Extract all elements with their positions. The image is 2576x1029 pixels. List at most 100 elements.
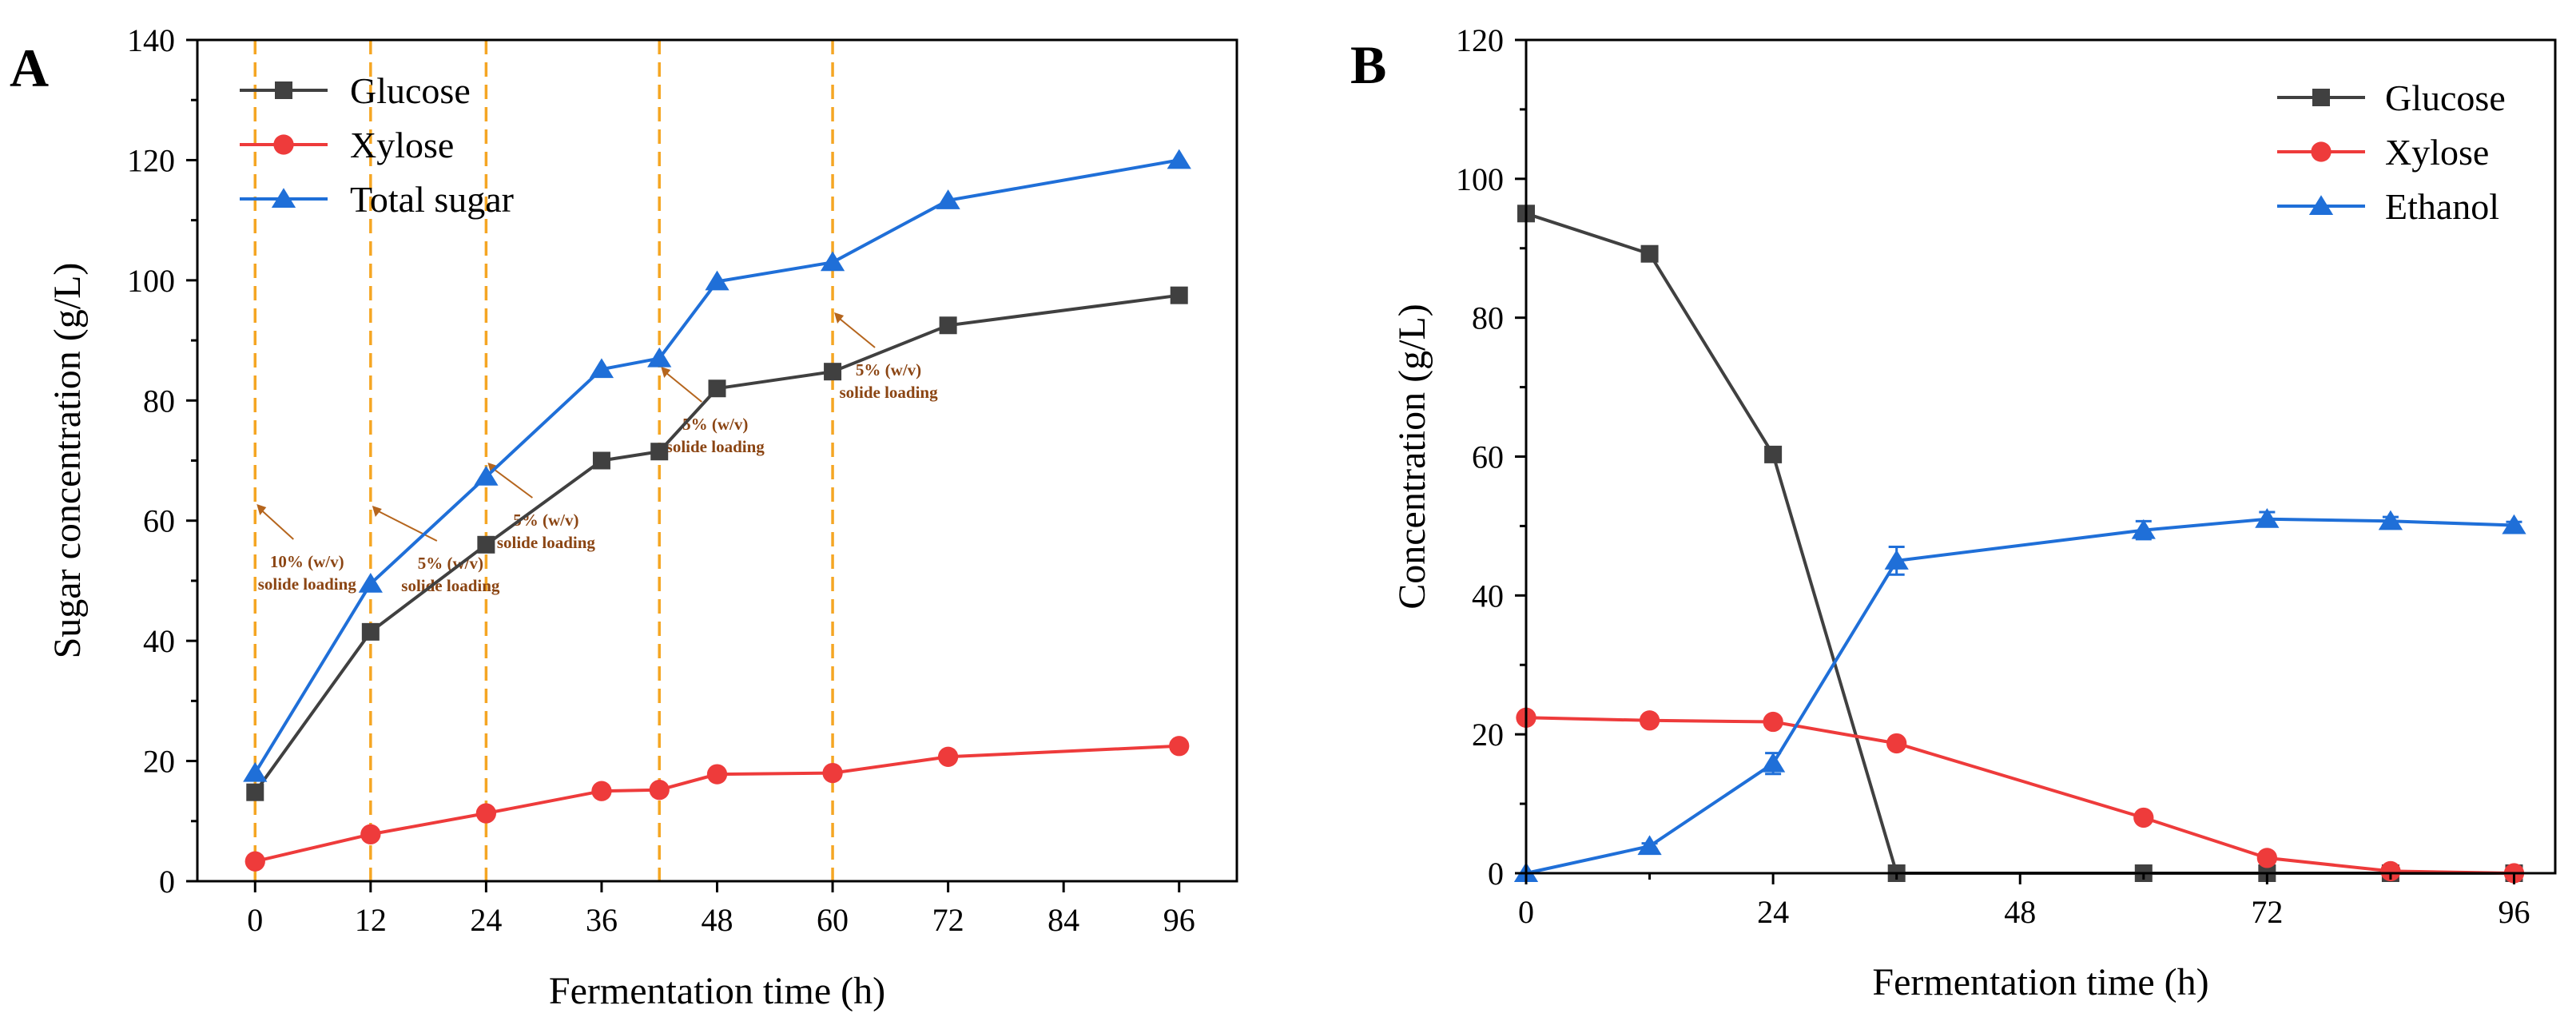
data-point-glucose [361,622,380,641]
y-tick-label: 40 [1472,578,1504,614]
annotation-line2: solide loading [258,574,357,594]
panel-letter: A [10,38,49,98]
data-point-glucose [708,379,726,398]
legend-marker-glucose [2312,89,2330,106]
y-tick-label: 20 [1472,717,1504,753]
data-point-xylose [2380,860,2401,882]
legend-label-xylose: Xylose [2385,132,2489,173]
data-point-glucose [824,363,842,381]
x-tick-label: 72 [2251,894,2283,930]
annotation-arrow [373,508,438,542]
y-tick-label: 80 [1472,300,1504,336]
y-tick-label: 40 [143,623,175,659]
data-point-xylose [1763,711,1783,733]
annotation-line1: 5% (w/v) [682,415,748,434]
legend-marker-total-sugar [271,188,296,208]
x-axis-title: Fermentation time (h) [549,970,885,1012]
data-point-xylose [244,851,265,872]
annotation-arrowhead [834,312,845,324]
data-point-xylose [649,780,670,801]
annotation-line1: 5% (w/v) [513,511,578,530]
series-line-glucose [1525,212,2514,875]
legend-label-total-sugar: Total sugar [350,179,514,220]
chart-panel-b: B 0 24 48 72 96 0 20 40 60 80 100 120 Fermentation ti… [1350,22,2557,1003]
data-point-ethanol [2502,514,2526,534]
legend-marker-glucose [275,81,292,99]
annotation-arrow [488,465,533,499]
chart-panel-a: A 10% (w/v) solide loading 5% (w/v) solide l… [10,22,1238,1012]
legend-marker-xylose [2311,141,2332,162]
data-point-glucose [592,451,610,470]
data-point-glucose [1170,286,1188,304]
data-point-glucose [477,535,495,554]
data-point-total-sugar [358,572,383,593]
legend-marker-xylose [273,134,294,155]
y-tick-label: 140 [127,22,175,58]
x-tick-label: 48 [702,902,733,938]
y-axis-title: Concentration (g/L) [1391,304,1433,610]
data-point-glucose [939,316,957,335]
y-tick-label: 120 [1456,22,1504,58]
annotation-line2: solide loading [497,533,596,552]
y-axis-title: Sugar concentration (g/L) [46,263,89,659]
data-point-ethanol [2131,518,2156,539]
annotation-line1: 10% (w/v) [270,552,344,571]
annotation-line1: 5% (w/v) [856,360,921,379]
x-tick-label: 60 [817,902,849,938]
annotation-arrowhead [661,367,671,378]
x-tick-label: 0 [1518,894,1534,930]
y-tick-label: 0 [1488,856,1504,892]
legend-marker-ethanol [2308,195,2334,215]
data-point-glucose [1640,244,1659,263]
annotation-arrowhead [372,506,382,517]
data-point-ethanol [1884,550,1909,570]
data-point-total-sugar [647,347,672,368]
data-point-glucose [246,783,264,801]
series-line-xylose [1525,716,2514,875]
plot-frame [196,38,1238,883]
y-tick-label: 60 [1472,439,1504,475]
data-point-glucose [650,443,669,461]
y-tick-label: 100 [127,263,175,299]
data-point-xylose [706,764,728,785]
x-tick-label: 24 [1757,894,1789,930]
data-point-xylose [591,781,612,801]
y-tick-label: 120 [127,142,175,178]
data-point-total-sugar [243,761,268,782]
data-point-xylose [1169,736,1190,757]
data-point-xylose [475,803,497,824]
y-tick-label: 0 [159,864,175,900]
annotation-line2: solide loading [839,383,938,402]
legend-label-ethanol: Ethanol [2385,186,2499,227]
series-line-xylose [254,744,1179,864]
legend-label-glucose: Glucose [350,70,471,111]
data-point-total-sugar [589,358,614,379]
x-tick-label: 72 [932,902,964,938]
data-point-xylose [1886,733,1907,754]
data-point-xylose [822,762,843,784]
data-point-total-sugar [936,189,960,209]
annotation-arrow [835,315,876,348]
annotation-arrowhead [256,504,267,515]
data-point-total-sugar [474,466,499,486]
annotation-line2: solide loading [666,437,765,456]
series-line-total-sugar [253,158,1180,774]
data-point-xylose [2133,807,2154,828]
panel-letter: B [1350,34,1386,95]
data-point-glucose [1764,445,1783,463]
data-point-total-sugar [1167,149,1191,169]
x-tick-label: 96 [2498,894,2530,930]
legend-label-glucose: Glucose [2385,77,2506,118]
series-line-glucose [253,293,1179,793]
annotation-line2: solide loading [401,576,500,595]
data-point-xylose [937,746,959,767]
annotation-arrow [662,369,702,403]
legend-label-xylose: Xylose [350,125,454,165]
data-point-total-sugar [820,251,845,272]
x-tick-label: 12 [355,902,387,938]
x-tick-label: 36 [586,902,618,938]
annotation-arrow [257,507,294,540]
data-point-xylose [1639,710,1660,731]
y-tick-label: 20 [143,744,175,780]
